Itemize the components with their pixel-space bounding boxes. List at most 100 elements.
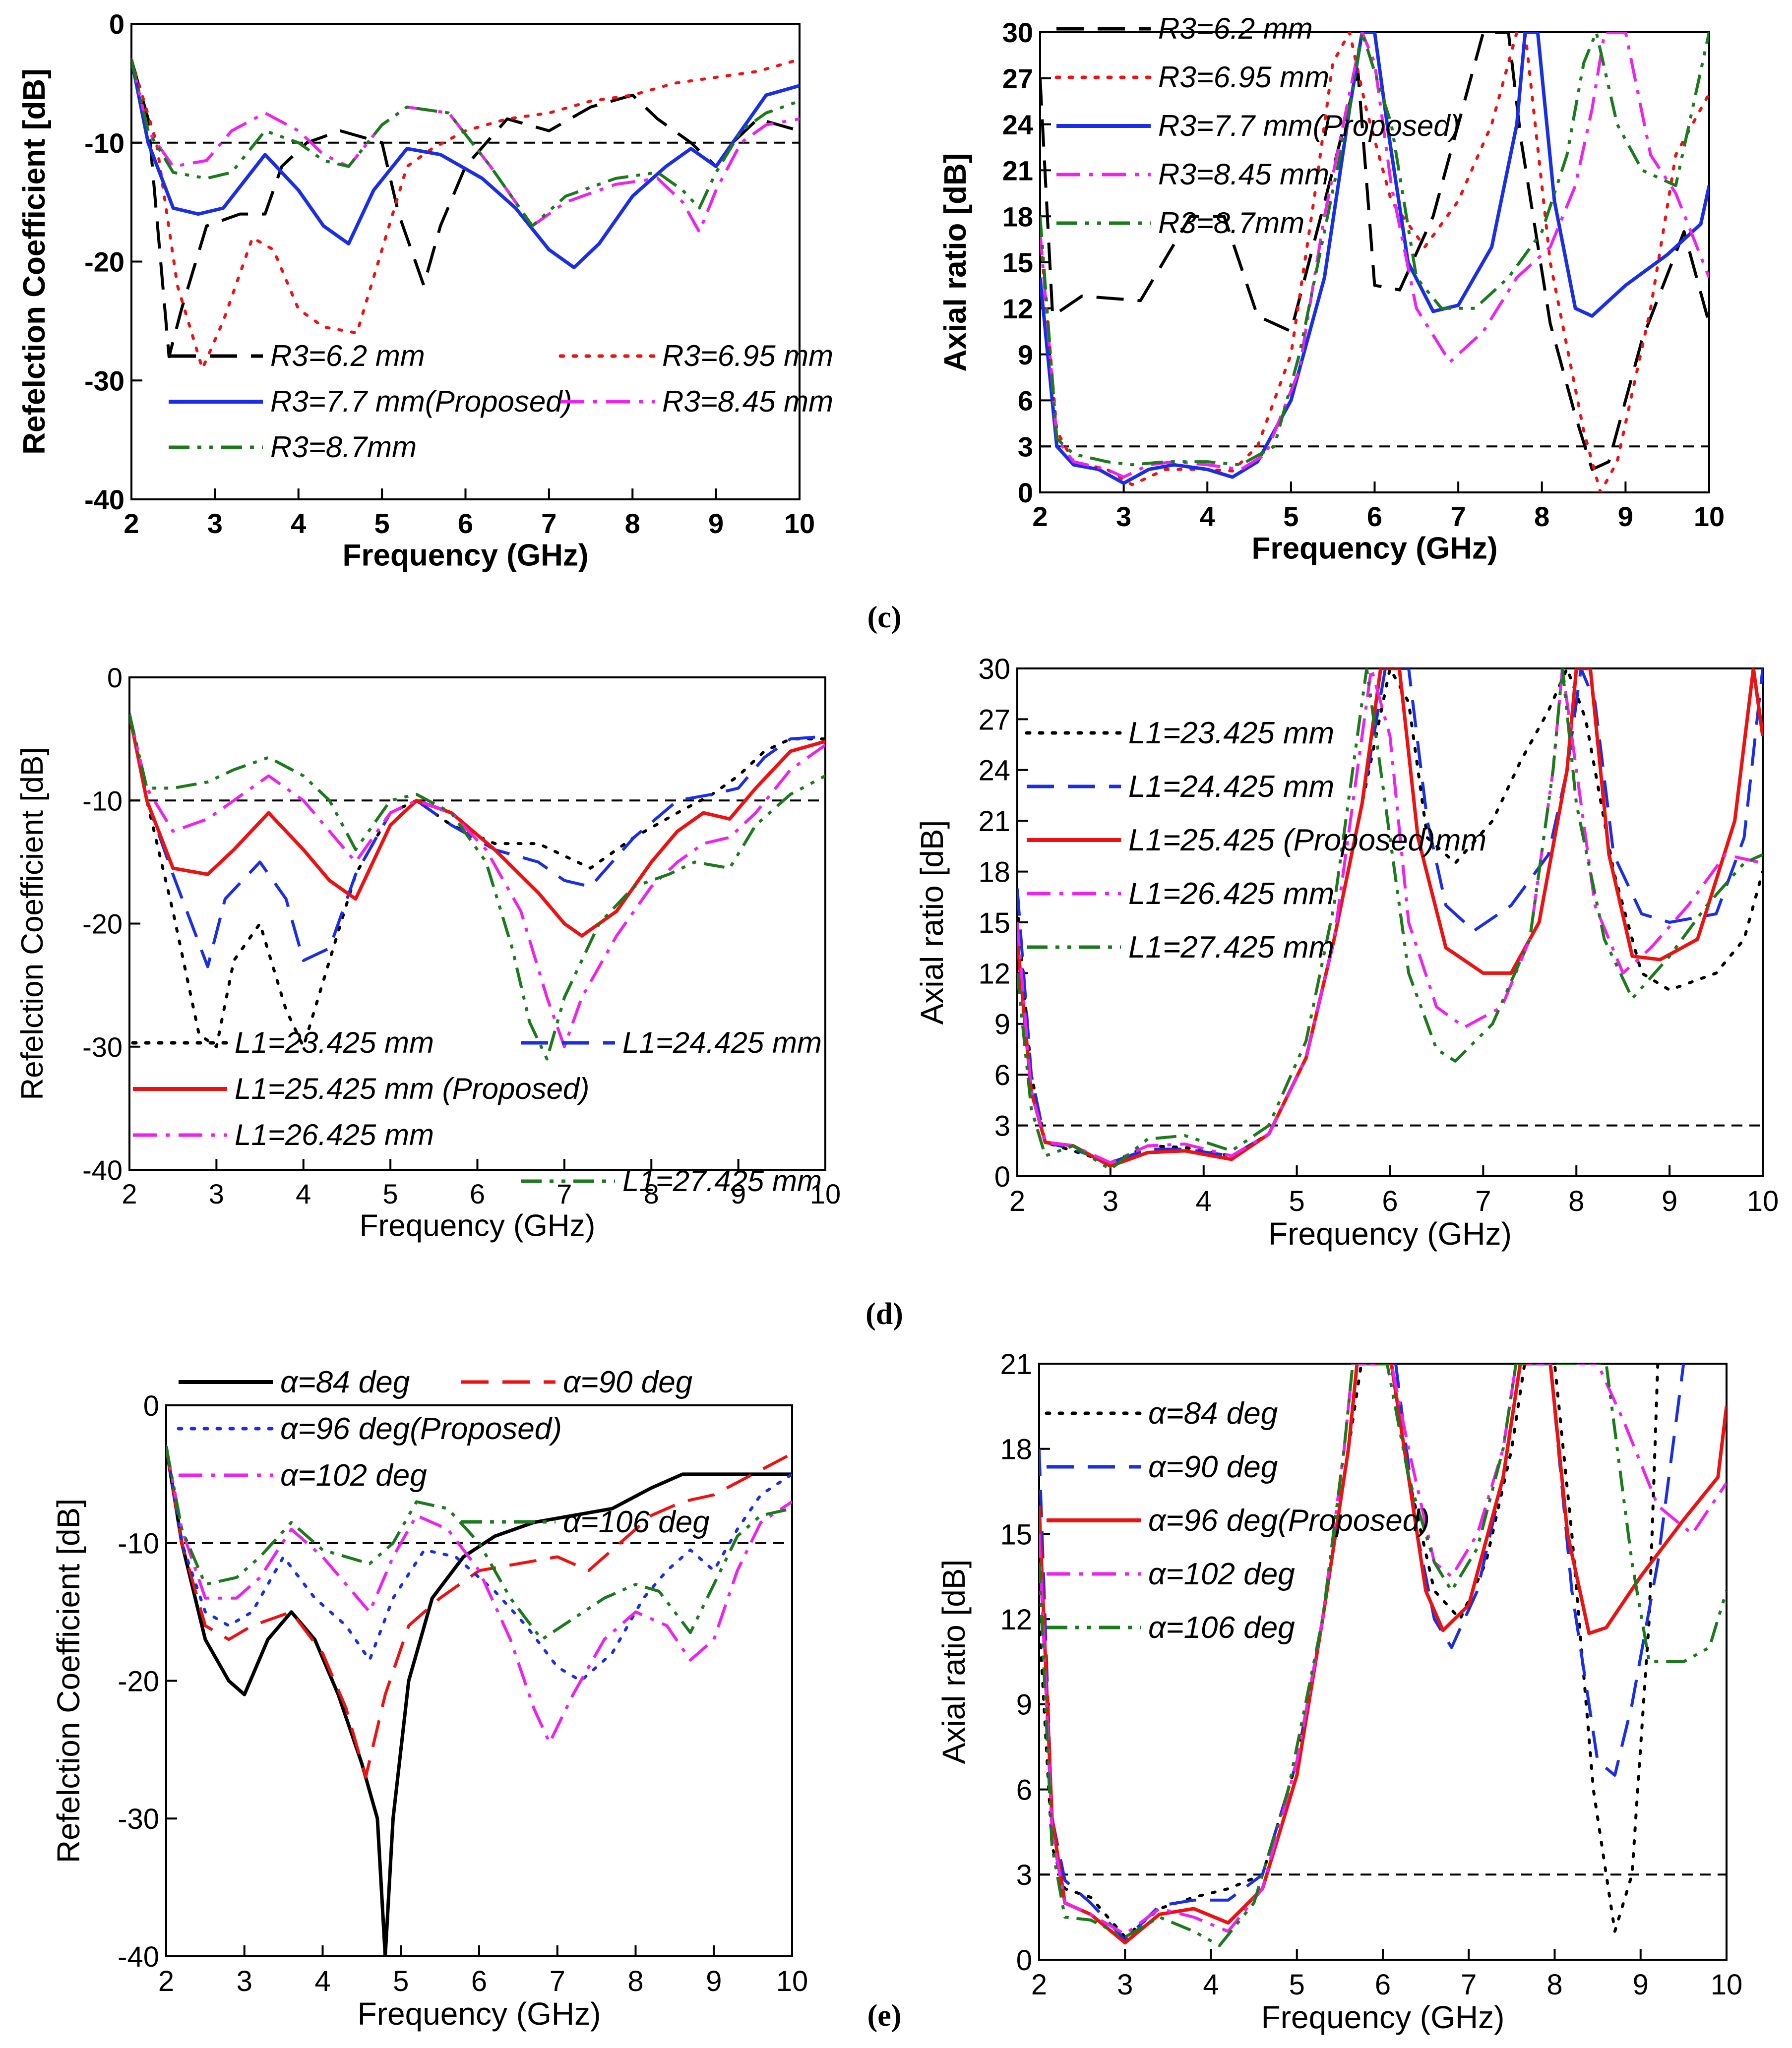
x-tick-label: 2 [1032, 501, 1048, 532]
x-tick-label: 8 [1534, 501, 1549, 532]
y-tick-label: 18 [978, 856, 1010, 888]
x-tick-label: 2 [124, 508, 139, 539]
y-tick-label: 9 [1018, 339, 1033, 370]
legend-label-4: α=106 deg [563, 1505, 710, 1539]
x-tick-label: 6 [458, 508, 473, 539]
legend-label-2: R3=7.7 mm(Proposed) [1158, 109, 1460, 142]
x-tick-label: 6 [471, 1965, 487, 1997]
legend-label-0: L1=23.425 mm [1128, 716, 1334, 750]
legend-label-3: L1=26.425 mm [235, 1118, 434, 1151]
x-tick-label: 2 [158, 1965, 174, 1997]
x-axis-label: Frequency (GHz) [358, 1996, 601, 2032]
series-line-2 [1017, 668, 1763, 1168]
x-axis-label: Frequency (GHz) [1251, 532, 1497, 566]
x-tick-label: 7 [541, 508, 556, 539]
y-tick-label: -30 [84, 365, 124, 396]
y-tick-label: 6 [994, 1059, 1010, 1091]
x-tick-label: 8 [627, 1965, 643, 1997]
x-tick-label: 4 [314, 1965, 330, 1997]
x-tick-label: 6 [1382, 1185, 1398, 1217]
y-tick-label: 0 [1018, 477, 1033, 508]
legend-label-0: R3=6.2 mm [270, 339, 425, 372]
x-tick-label: 6 [470, 1178, 485, 1209]
y-tick-label: 12 [1002, 293, 1033, 324]
series-group [1017, 668, 1763, 1171]
plot-frame [1039, 31, 1710, 493]
series-line-3 [1040, 32, 1709, 479]
x-axis-label: Frequency (GHz) [342, 539, 588, 573]
x-tick-label: 3 [1103, 1185, 1118, 1217]
y-tick-label: -10 [82, 785, 123, 816]
x-tick-label: 9 [1618, 501, 1633, 532]
x-axis-label: Frequency (GHz) [360, 1209, 595, 1243]
series-group [131, 58, 800, 370]
x-tick-label: 4 [1196, 1185, 1212, 1217]
y-tick-label: -20 [82, 908, 123, 940]
x-tick-label: 10 [1694, 501, 1725, 532]
series-line-1 [131, 58, 800, 370]
caption-c: (c) [867, 601, 902, 634]
x-tick-label: 3 [1116, 501, 1131, 532]
legend-label-1: R3=6.95 mm [1158, 60, 1329, 94]
y-tick-label: 3 [1018, 431, 1033, 462]
series-group [1039, 1364, 1727, 1947]
y-tick-label: -40 [82, 1154, 123, 1186]
x-axis-label: Frequency (GHz) [1261, 1999, 1505, 2035]
series-line-0 [166, 1446, 792, 1956]
legend-label-4: R3=8.7mm [1158, 206, 1304, 240]
y-tick-label: 21 [978, 805, 1010, 838]
series-line-2 [166, 1445, 792, 1683]
y-axis-label: Axial ratio [dB] [938, 153, 973, 372]
series-line-2 [131, 59, 800, 269]
legend-label-0: α=84 deg [280, 1365, 410, 1399]
legend-label-1: L1=24.425 mm [622, 1026, 822, 1059]
series-line-3 [166, 1446, 792, 1745]
legend-label-0: α=84 deg [1148, 1396, 1278, 1431]
y-tick-label: -40 [118, 1941, 159, 1973]
x-tick-label: 4 [291, 508, 306, 539]
x-tick-label: 10 [776, 1965, 808, 1997]
y-tick-label: 9 [1016, 1689, 1032, 1721]
y-tick-label: -40 [84, 484, 124, 515]
x-tick-label: 2 [1031, 1969, 1047, 2001]
y-tick-label: 3 [994, 1110, 1010, 1142]
legend: R3=6.2 mm R3=6.95 mm R3=7.7 mm(Proposed) R3… [1054, 12, 1460, 240]
y-tick-label: -10 [84, 127, 124, 159]
y-axis-label: Refelction Coefficient [dB] [17, 68, 52, 454]
legend-label-0: L1=23.425 mm [235, 1026, 434, 1059]
x-tick-label: 10 [784, 508, 815, 539]
x-tick-label: 10 [1711, 1969, 1743, 2001]
y-tick-label: -20 [84, 246, 124, 278]
series-line-1 [129, 714, 825, 968]
y-tick-label: 0 [1016, 1944, 1032, 1977]
x-tick-label: 5 [1289, 1969, 1305, 2001]
y-tick-label: 0 [107, 662, 123, 693]
legend-label-4: R3=8.7mm [270, 430, 417, 464]
legend-label-2: α=96 deg(Proposed) [280, 1412, 562, 1446]
y-tick-label: 12 [1000, 1604, 1032, 1636]
legend-label-1: α=90 deg [1148, 1450, 1278, 1484]
y-tick-label: 0 [994, 1161, 1010, 1193]
y-tick-label: 15 [1000, 1518, 1032, 1551]
y-axis-label: Refelction Coefficient [dB] [15, 747, 50, 1100]
y-tick-label: 15 [978, 907, 1010, 939]
series-group [129, 713, 825, 1061]
legend-label-2: α=96 deg(Proposed) [1148, 1504, 1430, 1538]
legend-label-3: α=102 deg [1148, 1557, 1295, 1591]
y-tick-label: 15 [1002, 247, 1033, 278]
series-line-1 [166, 1446, 792, 1779]
x-axis-label: Frequency (GHz) [1268, 1216, 1512, 1252]
x-tick-label: 5 [383, 1178, 398, 1209]
legend: α=84 deg α=90 deg α=96 deg(Proposed) α=102 … [1045, 1396, 1430, 1645]
series-line-4 [1040, 32, 1709, 467]
legend-label-1: R3=6.95 mm [662, 339, 833, 372]
x-tick-label: 7 [556, 1178, 572, 1209]
caption-d: (d) [865, 1297, 903, 1331]
x-tick-label: 2 [122, 1178, 137, 1209]
x-tick-label: 10 [1747, 1185, 1779, 1217]
x-tick-label: 3 [209, 1178, 224, 1209]
x-tick-label: 10 [810, 1178, 841, 1209]
y-tick-label: -10 [118, 1528, 159, 1560]
